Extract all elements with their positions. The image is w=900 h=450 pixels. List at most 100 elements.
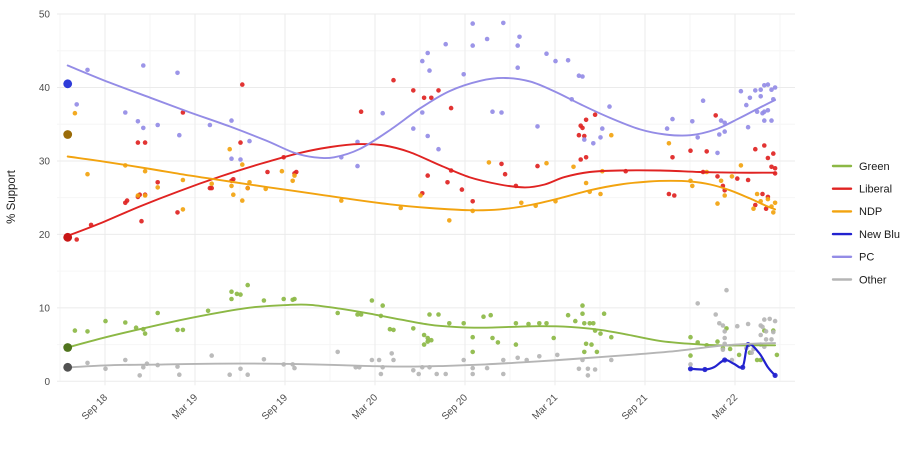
legend-label: New Blue bbox=[859, 229, 900, 241]
point-ndp bbox=[142, 193, 148, 198]
point-pc bbox=[535, 124, 540, 129]
legend-label: Liberal bbox=[859, 184, 892, 196]
point-liberal bbox=[135, 140, 141, 145]
x-tick-label: Sep 21 bbox=[620, 392, 650, 422]
point-other bbox=[416, 371, 422, 377]
point-green bbox=[355, 312, 360, 317]
point-green bbox=[688, 334, 693, 340]
point-green bbox=[551, 335, 556, 341]
point-liberal bbox=[762, 143, 767, 148]
point-other bbox=[378, 371, 384, 377]
point-ndp bbox=[85, 171, 90, 177]
point-ndp bbox=[715, 201, 720, 206]
point-other bbox=[772, 318, 778, 324]
point-other bbox=[717, 321, 722, 326]
point-other bbox=[735, 323, 740, 329]
point-pc bbox=[517, 34, 522, 40]
trend-ndp bbox=[66, 155, 777, 212]
point-green bbox=[447, 321, 452, 326]
point-ndp bbox=[292, 173, 297, 178]
point-other bbox=[227, 372, 232, 378]
point-pc bbox=[425, 133, 431, 139]
point-other bbox=[335, 349, 341, 355]
point-other bbox=[724, 287, 729, 293]
legend-label: Green bbox=[859, 161, 890, 173]
point-liberal bbox=[583, 155, 589, 160]
y-tick-label: 20 bbox=[39, 230, 51, 241]
point-other bbox=[695, 301, 700, 306]
point-other bbox=[555, 352, 560, 358]
point-liberal bbox=[265, 169, 270, 175]
point-pc bbox=[765, 108, 771, 113]
point-ndp bbox=[155, 185, 160, 190]
point-green bbox=[369, 298, 375, 303]
point-pc bbox=[229, 156, 234, 161]
y-tick-label: 40 bbox=[39, 83, 51, 94]
point-liberal bbox=[672, 193, 677, 198]
point-ndp bbox=[666, 141, 672, 146]
point-pc bbox=[461, 72, 467, 77]
point-green bbox=[281, 296, 287, 302]
point-pc bbox=[670, 116, 675, 122]
point-pc bbox=[772, 85, 778, 90]
legend-label: PC bbox=[859, 252, 874, 264]
point-ndp bbox=[754, 191, 760, 197]
point-other bbox=[434, 371, 440, 377]
point-liberal bbox=[735, 176, 740, 181]
point-green bbox=[234, 291, 240, 297]
point-green bbox=[754, 357, 760, 363]
point-green bbox=[598, 331, 603, 336]
x-tick-label: Mar 21 bbox=[530, 392, 560, 422]
election-dot-pc bbox=[63, 79, 73, 89]
point-pc bbox=[155, 122, 160, 128]
point-green bbox=[175, 327, 180, 333]
point-pc bbox=[436, 146, 441, 152]
point-green bbox=[594, 349, 600, 355]
point-pc bbox=[598, 135, 603, 140]
point-green bbox=[537, 321, 542, 326]
point-green bbox=[688, 353, 693, 358]
point-green bbox=[470, 349, 476, 355]
point-green bbox=[580, 303, 585, 308]
point-pc bbox=[762, 118, 767, 123]
point-ndp bbox=[486, 160, 492, 165]
point-pc bbox=[238, 157, 243, 162]
point-other bbox=[720, 323, 726, 328]
point-pc bbox=[664, 126, 670, 131]
point-other bbox=[688, 362, 693, 367]
point-green bbox=[425, 335, 431, 341]
point-other bbox=[592, 367, 598, 372]
point-other bbox=[461, 357, 467, 363]
point-pc bbox=[738, 88, 744, 94]
point-pc bbox=[745, 124, 751, 130]
point-liberal bbox=[74, 237, 79, 242]
legend-item-pc: PC bbox=[831, 252, 874, 264]
point-green bbox=[411, 326, 416, 331]
point-liberal bbox=[391, 77, 396, 83]
point-pc bbox=[355, 163, 360, 169]
x-axis-tick-labels: Sep 18 Mar 19 Sep 19 Mar 20 Sep 20 Mar 21 Sep … bbox=[80, 392, 741, 423]
point-ndp bbox=[135, 193, 141, 198]
point-pc bbox=[135, 119, 141, 124]
point-other bbox=[763, 337, 769, 342]
point-ndp bbox=[765, 196, 771, 202]
legend: Green Liberal NDP New Blue PC Other bbox=[831, 161, 900, 286]
election-dot-ndp bbox=[63, 130, 73, 139]
point-green bbox=[736, 352, 742, 358]
point-liberal bbox=[425, 173, 431, 178]
point-pc bbox=[123, 110, 128, 115]
point-green bbox=[238, 292, 243, 297]
point-pc bbox=[515, 43, 520, 48]
point-other bbox=[758, 332, 763, 338]
point-other bbox=[141, 365, 146, 370]
point-ndp bbox=[279, 168, 285, 174]
point-pc bbox=[85, 67, 90, 73]
point-pc bbox=[411, 126, 416, 131]
scatter-points bbox=[72, 20, 780, 378]
x-tick-label: Mar 22 bbox=[710, 392, 740, 422]
point-pc bbox=[722, 129, 727, 134]
point-ndp bbox=[772, 200, 778, 206]
point-pc bbox=[499, 110, 504, 115]
point-green bbox=[609, 334, 614, 340]
